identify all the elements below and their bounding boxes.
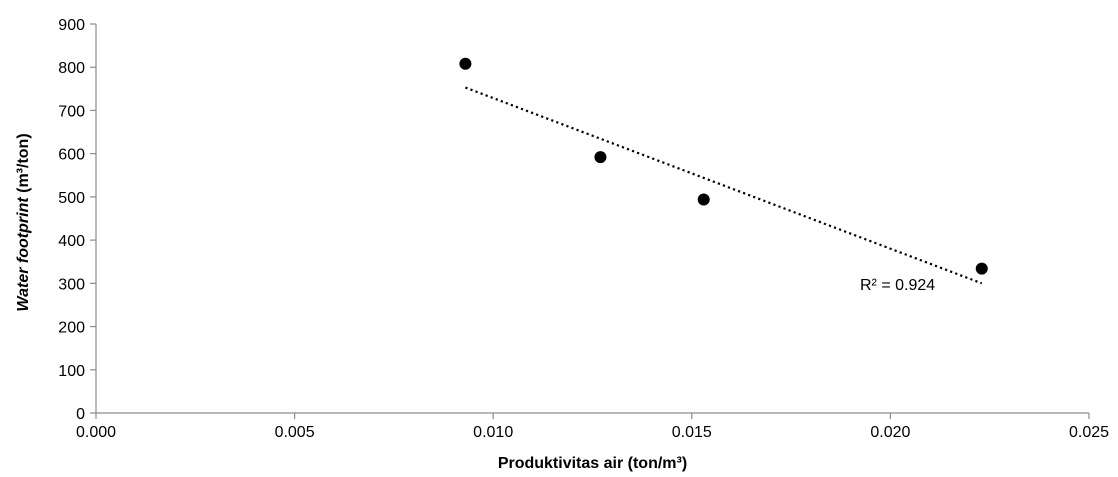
x-tick-label: 0.020 <box>870 424 910 441</box>
data-point <box>697 193 710 206</box>
y-axis-ticks: 0 100 200 300 400 500 600 700 800 900 <box>58 17 96 423</box>
x-axis-title: Produktivitas air (ton/m³) <box>498 455 687 472</box>
y-tick-label: 500 <box>58 190 85 207</box>
data-point <box>459 57 472 70</box>
y-tick-label: 800 <box>58 60 85 77</box>
data-point <box>975 262 988 275</box>
y-axis-title-italic: Water footprint <box>15 197 32 312</box>
r-squared-label: R² = 0.924 <box>860 277 935 294</box>
x-tick-label: 0.005 <box>275 424 315 441</box>
x-tick-label: 0.010 <box>473 424 513 441</box>
x-tick-label: 0.025 <box>1069 424 1109 441</box>
x-axis-ticks: 0.000 0.005 0.010 0.015 0.020 0.025 <box>76 413 1109 441</box>
y-axis-title-unit: (m³/ton) <box>15 133 32 197</box>
y-tick-label: 0 <box>76 406 85 423</box>
y-tick-label: 300 <box>58 276 85 293</box>
y-tick-label: 600 <box>58 147 85 164</box>
y-tick-label: 400 <box>58 233 85 250</box>
x-tick-label: 0.015 <box>672 424 712 441</box>
y-tick-label: 900 <box>58 17 85 34</box>
y-tick-label: 700 <box>58 103 85 120</box>
y-tick-label: 100 <box>58 363 85 380</box>
data-point <box>594 151 607 164</box>
data-points <box>459 57 988 275</box>
y-tick-label: 200 <box>58 320 85 337</box>
y-axis-title: Water footprint (m³/ton) <box>15 133 32 311</box>
trendline <box>465 86 983 285</box>
x-tick-label: 0.000 <box>76 424 116 441</box>
